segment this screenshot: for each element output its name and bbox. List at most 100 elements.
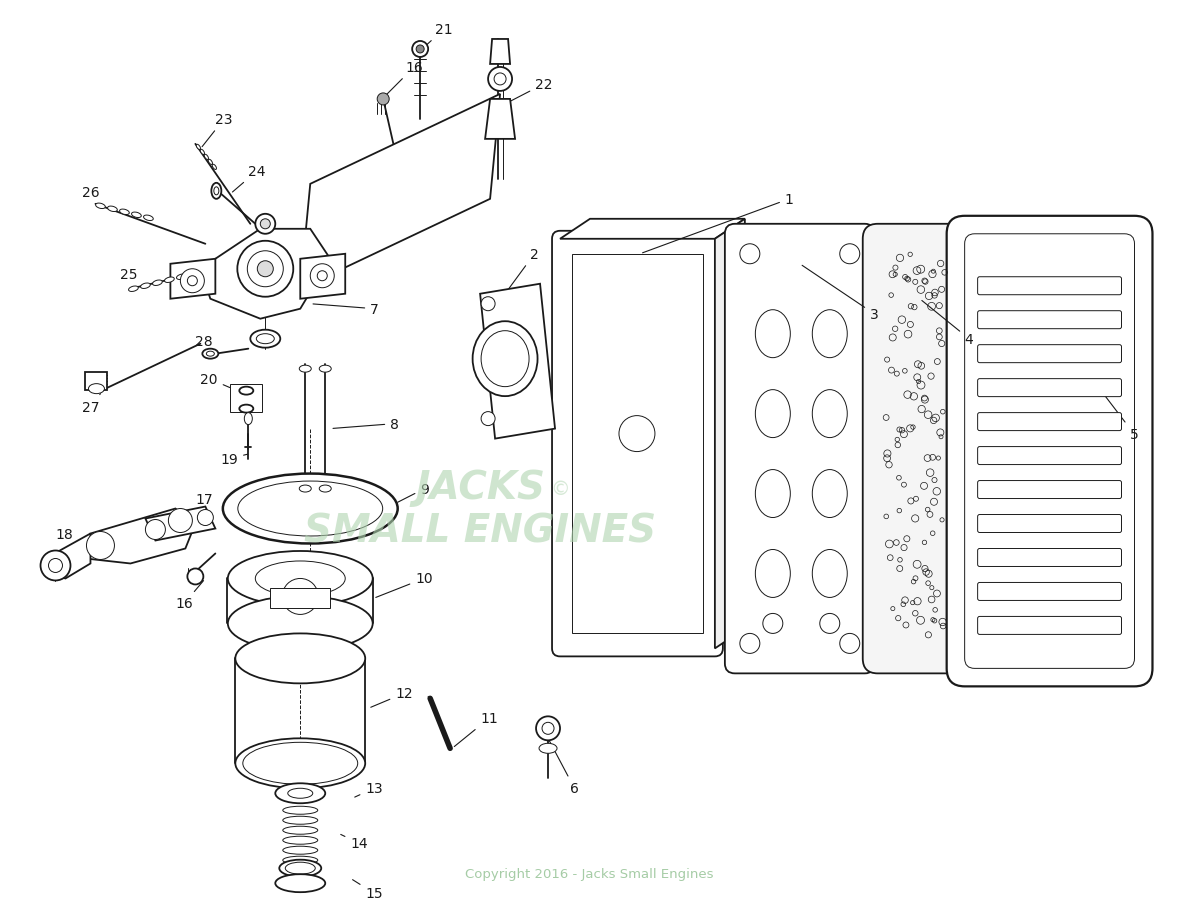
Ellipse shape [223, 474, 397, 544]
Text: 25: 25 [120, 268, 144, 288]
Ellipse shape [228, 596, 373, 651]
Circle shape [237, 242, 294, 298]
Polygon shape [560, 219, 745, 240]
FancyBboxPatch shape [977, 311, 1121, 329]
Circle shape [819, 613, 839, 634]
Ellipse shape [283, 856, 318, 864]
Polygon shape [480, 284, 555, 439]
Circle shape [248, 252, 283, 288]
Polygon shape [145, 507, 216, 541]
Circle shape [180, 270, 204, 293]
FancyBboxPatch shape [977, 447, 1121, 465]
Ellipse shape [285, 862, 315, 874]
Ellipse shape [152, 281, 163, 286]
Text: 13: 13 [355, 781, 383, 797]
Text: 4: 4 [922, 301, 974, 346]
Polygon shape [270, 589, 330, 609]
Text: 27: 27 [83, 394, 100, 414]
Text: 16: 16 [384, 60, 423, 97]
Text: JACKS
SMALL ENGINES: JACKS SMALL ENGINES [304, 468, 657, 550]
Ellipse shape [539, 743, 556, 753]
Circle shape [536, 716, 560, 741]
Ellipse shape [244, 413, 252, 425]
Text: 2: 2 [507, 247, 539, 292]
Ellipse shape [812, 310, 848, 358]
Text: 22: 22 [507, 78, 553, 104]
Ellipse shape [243, 742, 357, 785]
Ellipse shape [275, 874, 325, 892]
Ellipse shape [144, 216, 153, 221]
Circle shape [197, 510, 213, 526]
Text: 18: 18 [55, 527, 79, 555]
Circle shape [256, 215, 275, 235]
Ellipse shape [812, 391, 848, 438]
Ellipse shape [250, 330, 281, 348]
Bar [230, 384, 262, 412]
FancyBboxPatch shape [977, 413, 1121, 431]
Text: 5: 5 [1101, 391, 1138, 441]
Circle shape [740, 634, 759, 654]
Ellipse shape [129, 287, 138, 292]
Circle shape [481, 412, 495, 426]
Text: 19: 19 [220, 452, 248, 466]
FancyBboxPatch shape [977, 617, 1121, 635]
FancyBboxPatch shape [977, 583, 1121, 601]
Ellipse shape [473, 322, 538, 397]
Bar [572, 254, 703, 634]
Ellipse shape [812, 550, 848, 598]
Ellipse shape [165, 278, 174, 283]
FancyBboxPatch shape [977, 379, 1121, 397]
Ellipse shape [196, 145, 200, 151]
Circle shape [413, 41, 428, 58]
FancyBboxPatch shape [552, 232, 723, 657]
Ellipse shape [283, 826, 318, 834]
Circle shape [86, 532, 114, 560]
Ellipse shape [211, 184, 222, 199]
Ellipse shape [236, 739, 365, 788]
Ellipse shape [283, 806, 318, 815]
Text: 9: 9 [397, 482, 429, 502]
Ellipse shape [107, 207, 118, 212]
Ellipse shape [236, 634, 365, 684]
Ellipse shape [119, 210, 130, 216]
Ellipse shape [299, 365, 311, 373]
Circle shape [377, 94, 389, 106]
Text: ©: © [551, 480, 569, 499]
Text: 1: 1 [643, 193, 793, 253]
Ellipse shape [283, 846, 318, 854]
Circle shape [48, 559, 62, 573]
Polygon shape [301, 254, 345, 299]
Ellipse shape [177, 275, 186, 281]
Circle shape [317, 272, 328, 281]
Ellipse shape [213, 188, 219, 196]
Text: 11: 11 [454, 712, 498, 747]
Ellipse shape [228, 551, 373, 606]
FancyBboxPatch shape [977, 481, 1121, 499]
Ellipse shape [320, 365, 331, 373]
Ellipse shape [756, 310, 790, 358]
Text: 16: 16 [176, 581, 204, 611]
Polygon shape [171, 260, 216, 299]
Ellipse shape [256, 335, 275, 345]
Ellipse shape [200, 150, 204, 155]
Ellipse shape [756, 391, 790, 438]
Circle shape [282, 579, 318, 615]
Ellipse shape [756, 550, 790, 598]
Circle shape [40, 551, 71, 581]
FancyBboxPatch shape [977, 278, 1121, 295]
Text: 14: 14 [341, 834, 368, 851]
Circle shape [740, 244, 759, 264]
Ellipse shape [206, 352, 215, 357]
Circle shape [310, 264, 334, 289]
Ellipse shape [140, 284, 150, 290]
FancyBboxPatch shape [947, 216, 1153, 686]
FancyBboxPatch shape [977, 515, 1121, 533]
Polygon shape [46, 534, 91, 579]
FancyBboxPatch shape [977, 345, 1121, 364]
Ellipse shape [209, 160, 212, 165]
Ellipse shape [812, 470, 848, 518]
Text: Copyright 2016 - Jacks Small Engines: Copyright 2016 - Jacks Small Engines [465, 867, 713, 879]
Ellipse shape [204, 155, 209, 161]
Circle shape [257, 262, 274, 278]
Ellipse shape [288, 788, 312, 798]
